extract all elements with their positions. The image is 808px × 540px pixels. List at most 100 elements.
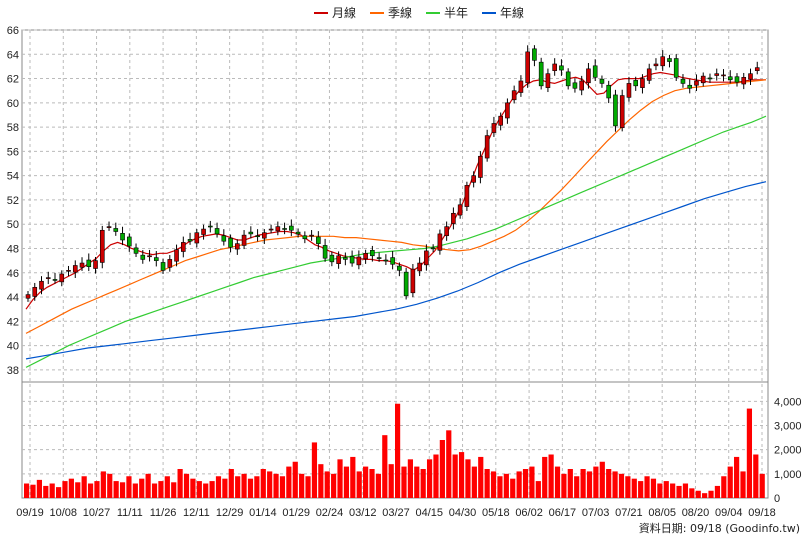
volume-bar bbox=[113, 481, 119, 498]
candle-body bbox=[120, 233, 125, 241]
date-tick-label: 03/27 bbox=[382, 507, 410, 519]
legend-label: 月線 bbox=[332, 6, 357, 20]
candle-body bbox=[680, 78, 686, 84]
candle-body bbox=[187, 239, 193, 242]
candle-body bbox=[52, 279, 58, 281]
date-tick-label: 11/26 bbox=[150, 507, 177, 519]
candle-body bbox=[464, 185, 470, 207]
candle-body bbox=[140, 254, 146, 260]
volume-bar bbox=[644, 476, 650, 498]
candle-body bbox=[714, 73, 720, 76]
volume-bar bbox=[650, 478, 657, 498]
volume-bar bbox=[177, 469, 183, 498]
date-tick-label: 02/24 bbox=[316, 507, 344, 519]
candle-body bbox=[700, 75, 706, 84]
candle-body bbox=[208, 225, 213, 228]
candle-body bbox=[397, 265, 402, 271]
candle-body bbox=[316, 236, 321, 244]
volume-bar bbox=[497, 476, 503, 498]
volume-bar bbox=[267, 471, 273, 498]
date-tick-label: 09/04 bbox=[715, 507, 743, 519]
price-tick-label: 60 bbox=[7, 98, 19, 110]
candle-body bbox=[417, 262, 422, 272]
volume-bar bbox=[676, 485, 682, 498]
volume-bar bbox=[663, 481, 669, 498]
legend-swatch bbox=[426, 11, 441, 14]
candle-body bbox=[295, 231, 301, 235]
volume-bar bbox=[254, 476, 260, 498]
volume-bar bbox=[36, 479, 42, 498]
candle-body bbox=[383, 259, 389, 262]
date-tick-label: 06/02 bbox=[515, 507, 543, 519]
volume-bar bbox=[49, 483, 55, 498]
volume-bar bbox=[535, 481, 541, 498]
volume-bar bbox=[759, 473, 765, 498]
volume-bar bbox=[247, 478, 254, 498]
ma-line bbox=[25, 115, 767, 368]
data-date-footer: 資料日期: 09/18 (Goodinfo.tw) bbox=[638, 522, 800, 535]
volume-bar bbox=[158, 481, 164, 498]
candle-body bbox=[545, 73, 551, 88]
candle-body bbox=[444, 226, 449, 237]
volume-bar bbox=[305, 476, 311, 498]
chart-legend: 月線 季線 半年 年線 bbox=[314, 4, 524, 21]
candle-body bbox=[343, 257, 348, 260]
candle-body bbox=[214, 228, 220, 235]
candle-body bbox=[403, 271, 409, 297]
volume-bar bbox=[452, 454, 458, 498]
volume-bar bbox=[446, 430, 452, 498]
candle-body bbox=[748, 73, 753, 80]
volume-bar bbox=[625, 476, 631, 498]
candle-body bbox=[511, 90, 517, 101]
volume-bar bbox=[75, 482, 81, 498]
candle-body bbox=[160, 262, 166, 271]
candle-body bbox=[424, 250, 429, 266]
candle-body bbox=[667, 58, 672, 62]
candle-body bbox=[72, 265, 78, 273]
candle-body bbox=[586, 68, 591, 84]
volume-bar bbox=[318, 464, 324, 498]
volume-bar bbox=[215, 476, 222, 498]
candle-body bbox=[153, 257, 159, 261]
volume-bar bbox=[30, 484, 36, 498]
candle-body bbox=[93, 260, 98, 269]
volume-bar bbox=[708, 490, 714, 498]
volume-bar bbox=[286, 466, 292, 498]
volume-tick-label: 1,000 bbox=[774, 469, 802, 481]
candle-body bbox=[451, 212, 456, 224]
date-tick-label: 12/11 bbox=[183, 507, 210, 519]
volume-bar bbox=[702, 493, 708, 498]
candle-body bbox=[660, 56, 666, 67]
volume-bar bbox=[586, 471, 593, 498]
price-tick-label: 62 bbox=[7, 74, 19, 86]
volume-bar bbox=[631, 478, 637, 498]
candle-body bbox=[518, 80, 524, 93]
volume-bar bbox=[727, 466, 733, 498]
price-tick-label: 50 bbox=[7, 219, 19, 231]
candle-body bbox=[370, 250, 375, 257]
price-tick-label: 38 bbox=[7, 365, 19, 377]
volume-bar bbox=[62, 481, 68, 498]
volume-tick-label: 0 bbox=[774, 493, 780, 505]
candle-body bbox=[32, 287, 38, 297]
volume-bar bbox=[190, 478, 196, 498]
candle-body bbox=[282, 228, 287, 230]
candle-body bbox=[619, 95, 625, 129]
date-tick-label: 04/30 bbox=[449, 507, 477, 519]
volume-bar bbox=[753, 454, 759, 498]
candle-body bbox=[363, 253, 368, 260]
candle-body bbox=[248, 231, 254, 235]
volume-bar bbox=[734, 456, 740, 498]
volume-bar bbox=[171, 482, 177, 498]
volume-bar bbox=[682, 483, 689, 498]
price-tick-label: 58 bbox=[7, 122, 19, 134]
volume-bar bbox=[657, 483, 663, 498]
candle-body bbox=[606, 84, 611, 99]
candle-body bbox=[66, 270, 71, 272]
volume-bar bbox=[388, 464, 394, 498]
volume-bar bbox=[292, 461, 298, 498]
volume-bar bbox=[260, 469, 266, 498]
volume-bar bbox=[395, 403, 401, 498]
volume-bar bbox=[337, 459, 343, 498]
